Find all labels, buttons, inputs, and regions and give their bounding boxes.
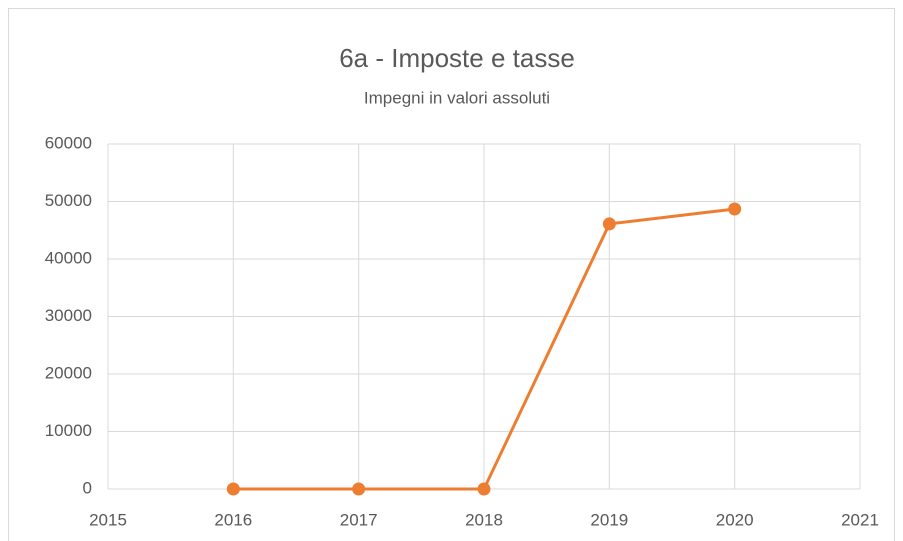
y-tick-label: 0 [83, 478, 92, 497]
data-point [352, 482, 366, 496]
y-tick-label: 50000 [45, 191, 92, 210]
x-tick-label: 2020 [716, 510, 754, 529]
y-tick-label: 10000 [45, 421, 92, 440]
x-tick-label: 2019 [590, 510, 628, 529]
x-tick-label: 2016 [214, 510, 252, 529]
chart-border [8, 8, 895, 541]
x-tick-label: 2017 [340, 510, 378, 529]
x-tick-label: 2018 [465, 510, 503, 529]
data-point [728, 202, 742, 216]
x-tick-label: 2015 [89, 510, 127, 529]
chart-subtitle: Impegni in valori assoluti [364, 88, 550, 107]
y-tick-label: 60000 [45, 133, 92, 152]
data-point [477, 482, 491, 496]
chart-title: 6a - Imposte e tasse [339, 43, 575, 73]
data-point [602, 217, 616, 231]
y-tick-label: 40000 [45, 248, 92, 267]
x-tick-label: 2021 [841, 510, 879, 529]
y-tick-label: 20000 [45, 363, 92, 382]
data-point [226, 482, 240, 496]
y-tick-label: 30000 [45, 306, 92, 325]
